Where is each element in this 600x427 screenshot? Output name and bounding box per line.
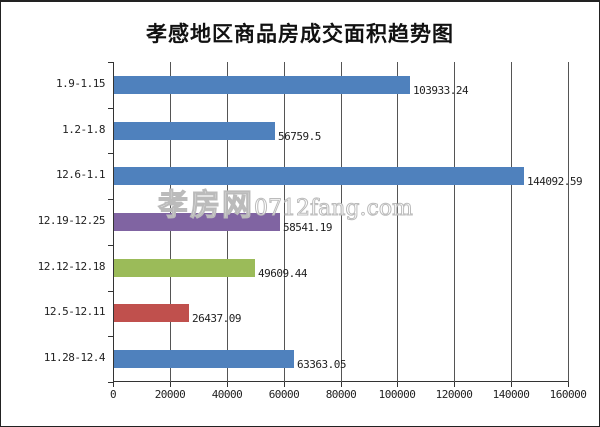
x-tick [227,382,228,387]
bar [114,350,294,368]
x-tick-label: 120000 [435,388,473,401]
x-tick-label: 160000 [549,388,587,401]
y-tick [108,108,113,109]
bar [114,122,275,140]
watermark-domain: 0712fang.com [254,196,414,222]
x-tick-label: 40000 [211,388,243,401]
x-tick [113,382,114,387]
y-tick [108,62,113,63]
x-tick-label: 80000 [325,388,357,401]
value-label: 63363.05 [297,358,346,371]
watermark: 孝房网0712fang.com [158,180,414,224]
y-tick [108,199,113,200]
value-label: 56759.5 [278,130,321,143]
y-tick [108,382,113,383]
category-label: 11.28-12.4 [43,351,106,364]
gridline [454,62,455,382]
x-tick [170,382,171,387]
plot-area: 0 20000 40000 60000 80000 100000 120000 140000 1… [108,62,587,401]
x-tick-label: 100000 [378,388,416,401]
gridline [397,62,398,382]
gridline [568,62,569,382]
category-label: 1.2-1.8 [62,123,105,136]
value-label: 58541.19 [283,221,332,234]
value-label: 103933.24 [413,84,469,97]
y-tick [108,153,113,154]
category-label: 12.5-12.11 [43,305,106,318]
x-tick [511,382,512,387]
category-label: 12.19-12.25 [37,214,106,227]
category-label: 12.12-12.18 [37,260,106,273]
value-label: 49609.44 [258,267,307,280]
x-tick [284,382,285,387]
y-axis [113,62,114,382]
x-axis [113,381,568,382]
category-label: 12.6-1.1 [56,168,105,181]
gridline [284,62,285,382]
x-tick-label: 60000 [268,388,300,401]
bar [114,304,189,322]
x-tick [454,382,455,387]
x-tick [341,382,342,387]
y-tick [108,291,113,292]
value-label: 26437.09 [192,312,241,325]
bar [114,167,524,185]
bar [114,259,255,277]
value-label: 144092.59 [527,175,583,188]
gridline [341,62,342,382]
y-tick [108,245,113,246]
watermark-brand: 孝房网 [158,188,254,224]
bar [114,213,280,231]
bar [114,76,410,94]
y-tick [108,336,113,337]
gridline [511,62,512,382]
x-tick [397,382,398,387]
category-label: 1.9-1.15 [56,77,105,90]
x-tick [568,382,569,387]
x-tick-label: 20000 [154,388,186,401]
x-tick-label: 0 [109,388,117,401]
chart-title: 孝感地区商品房成交面积趋势图 [146,21,454,46]
x-tick-label: 140000 [492,388,530,401]
